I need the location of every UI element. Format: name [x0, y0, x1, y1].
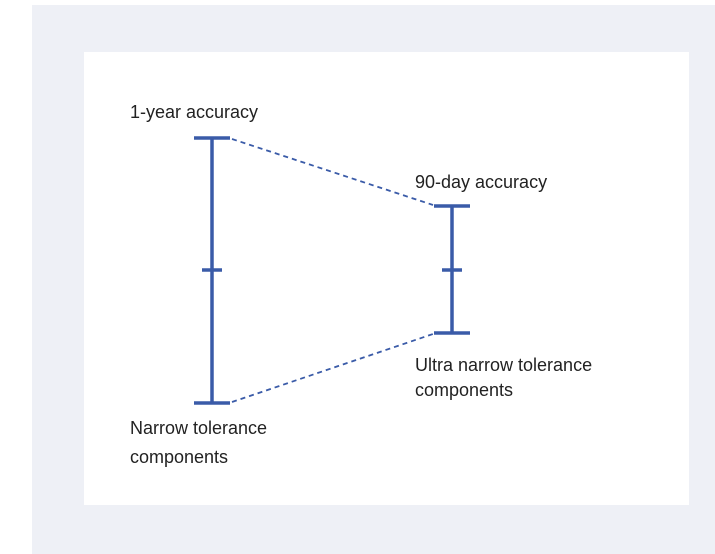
label: Ultra narrow tolerance: [415, 355, 592, 375]
label: components: [415, 380, 513, 400]
label: 1-year accuracy: [130, 102, 258, 122]
left-error-bar: [194, 136, 230, 405]
label: components: [130, 447, 228, 467]
label: Narrow tolerance: [130, 418, 267, 438]
right-error-bar: [434, 204, 470, 335]
label: 90-day accuracy: [415, 172, 547, 192]
inner-panel: [84, 52, 689, 505]
